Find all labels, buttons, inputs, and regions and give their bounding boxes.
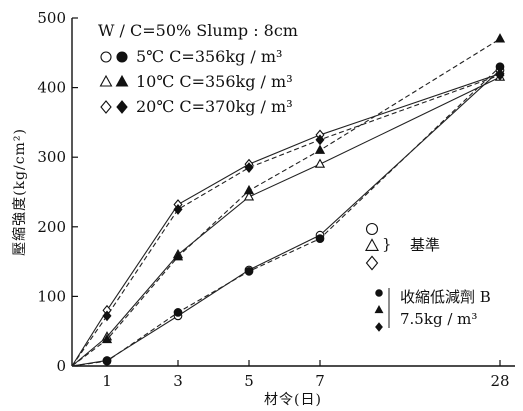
data-point-diamond-filled [375, 322, 383, 332]
data-point-diamond-open [365, 255, 379, 271]
data-point-circle-filled [173, 308, 183, 317]
data-point-triangle-open [99, 74, 113, 87]
data-point-circle-filled [102, 356, 112, 366]
data-point-triangle-open [314, 158, 326, 168]
legend-label: 5℃ C=356kg / m³ [136, 47, 282, 66]
data-point-circle-open [100, 51, 112, 63]
x-tick-label: 3 [173, 372, 183, 390]
data-point-triangle-filled [115, 74, 129, 87]
legend: W / C=50% Slump : 8cm 5℃ C=356kg / m³ 10℃… [98, 21, 298, 116]
series-line [71, 66, 501, 367]
data-point-triangle-filled [374, 305, 384, 314]
data-point-diamond-filled [495, 69, 505, 81]
data-point-diamond-filled [102, 310, 112, 322]
data-point-diamond-filled [116, 100, 128, 114]
x-axis-ticks: 1 3 5 7 28 [102, 360, 510, 390]
plot-frame [71, 18, 515, 367]
series-line [71, 74, 501, 367]
data-point-triangle-filled [101, 333, 113, 344]
y-axis-ticks: 0 100 200 300 400 500 [37, 9, 78, 375]
x-tick-label: 1 [102, 372, 112, 390]
series-line [71, 76, 501, 367]
annotation-filled-label-1: 收縮低減劑 B [400, 288, 491, 306]
annotation-bracket-open: } [382, 235, 392, 253]
annotation-filled: 收縮低減劑 B 7.5kg / m³ [374, 288, 491, 332]
data-point-triangle-open [243, 191, 255, 201]
series-line [71, 69, 501, 367]
series-line [71, 73, 501, 367]
data-point-triangle-open [365, 238, 379, 251]
y-tick-label: 0 [56, 357, 66, 375]
y-tick-label: 400 [37, 79, 66, 97]
legend-rows: 5℃ C=356kg / m³ 10℃ C=356kg / m³ 20℃ C=370… [99, 47, 293, 116]
data-point-diamond-filled [244, 162, 254, 174]
x-axis-title: 材令(日) [264, 392, 322, 408]
data-point-triangle-filled [494, 33, 506, 43]
x-tick-label: 28 [490, 372, 509, 390]
data-point-circle-filled [375, 289, 383, 297]
y-axis-title: 壓縮強度(kg/cm²) [12, 128, 28, 256]
series-line [71, 38, 501, 367]
data-point-circle-open [365, 222, 379, 236]
y-tick-label: 100 [37, 287, 66, 305]
y-tick-label: 500 [37, 9, 66, 27]
legend-label: 10℃ C=356kg / m³ [136, 72, 293, 91]
x-tick-label: 5 [244, 372, 254, 390]
series-layer [71, 33, 506, 367]
x-tick-label: 7 [315, 372, 325, 390]
data-point-diamond-open [100, 100, 112, 114]
data-point-triangle-filled [172, 251, 184, 261]
y-tick-label: 200 [37, 218, 66, 236]
data-point-circle-filled [244, 266, 254, 276]
annotation-open-symbols [365, 222, 379, 271]
legend-header: W / C=50% Slump : 8cm [98, 21, 298, 40]
data-point-triangle-filled [314, 144, 326, 154]
data-point-triangle-filled [243, 184, 255, 195]
data-point-circle-filled [116, 51, 128, 63]
annotation-filled-symbols [374, 289, 384, 332]
annotation-filled-label-2: 7.5kg / m³ [400, 310, 477, 328]
annotation-open-label: 基準 [410, 236, 440, 254]
annotation-open: } 基準 [365, 222, 440, 271]
legend-label: 20℃ C=370kg / m³ [136, 97, 293, 116]
y-tick-label: 300 [37, 148, 66, 166]
data-point-diamond-filled [173, 203, 183, 215]
data-point-diamond-filled [315, 134, 325, 146]
data-point-circle-filled [315, 234, 325, 243]
